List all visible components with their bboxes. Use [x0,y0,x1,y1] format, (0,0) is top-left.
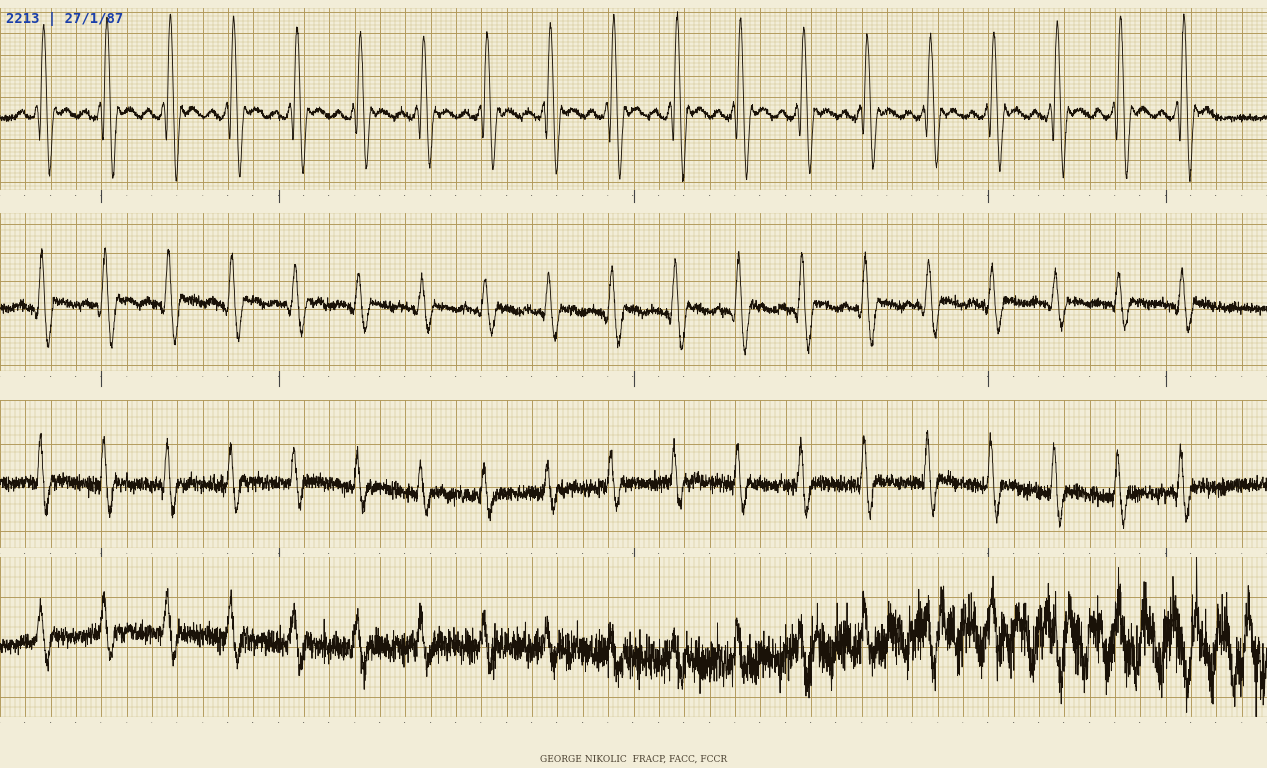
Text: GEORGE NIKOLIC  FRACP, FACC, FCCR: GEORGE NIKOLIC FRACP, FACC, FCCR [540,755,727,764]
Text: 2213 | 27/1/87: 2213 | 27/1/87 [6,12,124,25]
